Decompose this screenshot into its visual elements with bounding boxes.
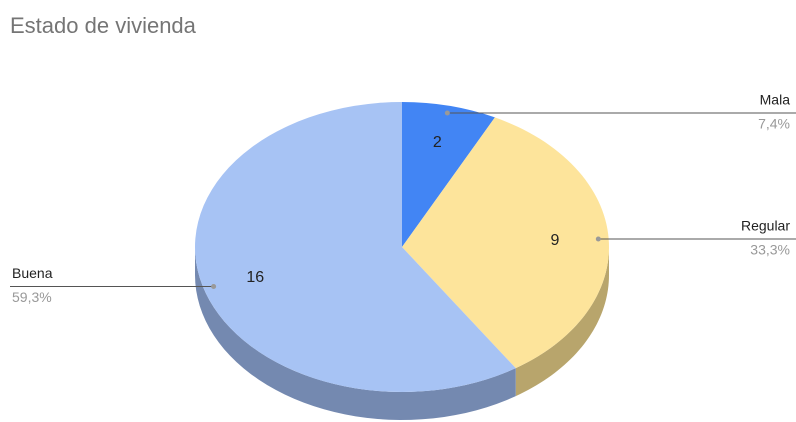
legend-label: Buena (12, 265, 53, 281)
slice (402, 117, 609, 369)
slice-side (515, 247, 609, 397)
slice (402, 102, 495, 247)
leader-dot (595, 236, 601, 242)
percent-label: 59,3% (12, 289, 52, 305)
data-label: 9 (550, 232, 559, 249)
leader-dot (444, 110, 450, 116)
legend-label: Regular (741, 218, 790, 234)
percent-label: 33,3% (750, 242, 790, 258)
percent-label: 7,4% (758, 116, 790, 132)
slice (194, 102, 516, 392)
legend-label: Mala (760, 92, 791, 108)
data-label: 16 (246, 269, 264, 286)
leader-dot (211, 284, 217, 290)
chart-title: Estado de vivienda (10, 13, 197, 38)
data-label: 2 (433, 134, 442, 151)
slice-side (195, 247, 516, 420)
